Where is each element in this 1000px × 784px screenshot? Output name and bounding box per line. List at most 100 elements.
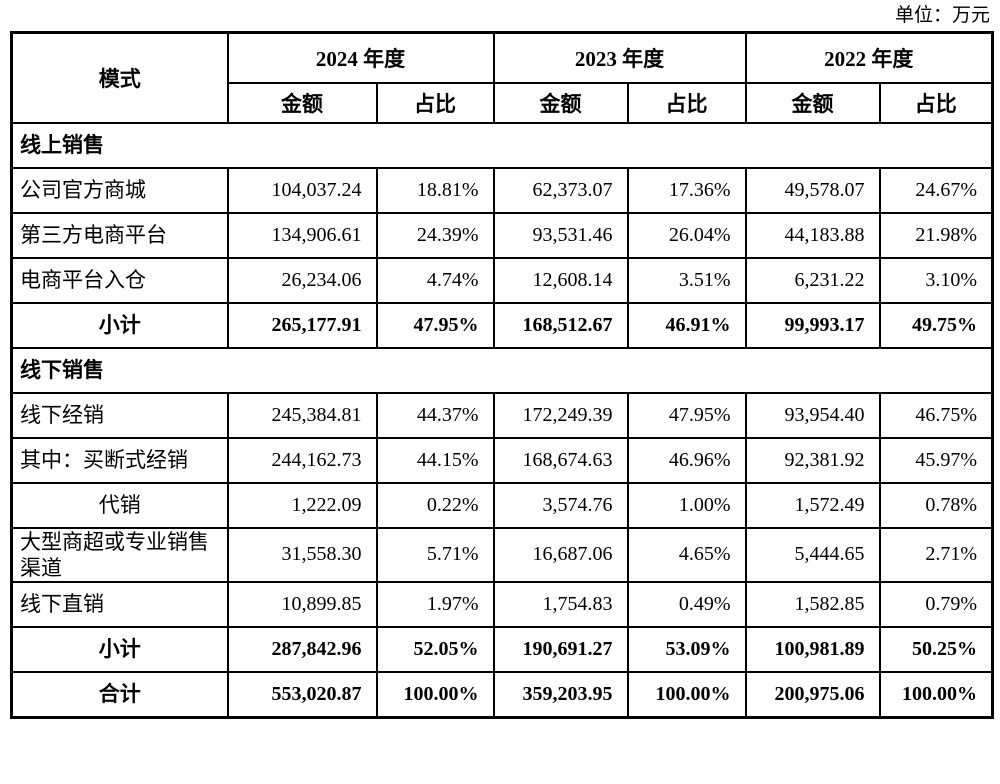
amount-cell: 134,906.61 (226, 211, 378, 259)
ratio-cell: 0.22% (375, 481, 495, 529)
amount-cell: 12,608.14 (492, 256, 629, 304)
ratio-cell: 5.71% (375, 526, 495, 583)
section-label: 线上销售 (10, 121, 994, 169)
ratio-cell: 2.71% (878, 526, 994, 583)
ratio-cell: 1.97% (375, 581, 495, 628)
amount-cell: 190,691.27 (492, 626, 629, 673)
ratio-cell: 46.96% (626, 436, 747, 484)
amount-cell: 265,177.91 (226, 301, 378, 349)
amount-cell: 44,183.88 (744, 211, 881, 259)
ratio-cell: 3.51% (626, 256, 747, 304)
row-label: 公司官方商城 (10, 166, 229, 214)
row-label: 代销 (10, 481, 229, 529)
table-row: 其中：买断式经销 244,162.73 44.15% 168,674.63 46.96%… (10, 436, 994, 484)
table-header: 模式 2024 年度 2023 年度 2022 年度 金额 占比 金额 占比 金… (10, 31, 994, 124)
amount-cell: 92,381.92 (744, 436, 881, 484)
column-header-year-2023: 2023 年度 (492, 31, 747, 84)
row-label: 合计 (10, 671, 229, 718)
table-row: 小计 287,842.96 52.05% 190,691.27 53.09% 100,98… (10, 626, 994, 673)
amount-cell: 100,981.89 (744, 626, 881, 673)
ratio-cell: 47.95% (375, 301, 495, 349)
ratio-cell: 45.97% (878, 436, 994, 484)
column-header-amount-2024: 金额 (226, 81, 378, 124)
table-row: 线下直销 10,899.85 1.97% 1,754.83 0.49% 1,582.85 0… (10, 581, 994, 628)
column-header-ratio-2024: 占比 (375, 81, 495, 124)
table-body: 线上销售 公司官方商城 104,037.24 18.81% 62,373.07 17.36… (10, 121, 994, 718)
ratio-cell: 0.78% (878, 481, 994, 529)
ratio-cell: 21.98% (878, 211, 994, 259)
ratio-cell: 1.00% (626, 481, 747, 529)
ratio-cell: 50.25% (878, 626, 994, 673)
ratio-cell: 24.67% (878, 166, 994, 214)
amount-cell: 245,384.81 (226, 391, 378, 439)
table-row: 公司官方商城 104,037.24 18.81% 62,373.07 17.36% 49,… (10, 166, 994, 214)
row-label: 线下直销 (10, 581, 229, 628)
amount-cell: 99,993.17 (744, 301, 881, 349)
table-row: 小计 265,177.91 47.95% 168,512.67 46.91% 99,993… (10, 301, 994, 349)
amount-cell: 287,842.96 (226, 626, 378, 673)
amount-cell: 168,512.67 (492, 301, 629, 349)
amount-cell: 200,975.06 (744, 671, 881, 718)
amount-cell: 1,222.09 (226, 481, 378, 529)
amount-cell: 1,572.49 (744, 481, 881, 529)
amount-cell: 5,444.65 (744, 526, 881, 583)
amount-cell: 26,234.06 (226, 256, 378, 304)
ratio-cell: 0.49% (626, 581, 747, 628)
section-row: 线下销售 (10, 346, 994, 394)
ratio-cell: 46.91% (626, 301, 747, 349)
amount-cell: 553,020.87 (226, 671, 378, 718)
ratio-cell: 24.39% (375, 211, 495, 259)
ratio-cell: 0.79% (878, 581, 994, 628)
amount-cell: 62,373.07 (492, 166, 629, 214)
section-label: 线下销售 (10, 346, 994, 394)
column-header-mode: 模式 (10, 31, 229, 124)
ratio-cell: 100.00% (375, 671, 495, 718)
table-row: 第三方电商平台 134,906.61 24.39% 93,531.46 26.04% 44… (10, 211, 994, 259)
amount-cell: 244,162.73 (226, 436, 378, 484)
section-row: 线上销售 (10, 121, 994, 169)
ratio-cell: 53.09% (626, 626, 747, 673)
ratio-cell: 100.00% (626, 671, 747, 718)
amount-cell: 3,574.76 (492, 481, 629, 529)
amount-cell: 168,674.63 (492, 436, 629, 484)
ratio-cell: 49.75% (878, 301, 994, 349)
amount-cell: 6,231.22 (744, 256, 881, 304)
row-label: 第三方电商平台 (10, 211, 229, 259)
table-row: 电商平台入仓 26,234.06 4.74% 12,608.14 3.51% 6,231.… (10, 256, 994, 304)
ratio-cell: 4.74% (375, 256, 495, 304)
amount-cell: 172,249.39 (492, 391, 629, 439)
row-label: 小计 (10, 626, 229, 673)
amount-cell: 93,531.46 (492, 211, 629, 259)
ratio-cell: 47.95% (626, 391, 747, 439)
ratio-cell: 26.04% (626, 211, 747, 259)
row-label: 线下经销 (10, 391, 229, 439)
ratio-cell: 4.65% (626, 526, 747, 583)
amount-cell: 1,582.85 (744, 581, 881, 628)
amount-cell: 31,558.30 (226, 526, 378, 583)
column-header-ratio-2022: 占比 (878, 81, 994, 124)
ratio-cell: 44.37% (375, 391, 495, 439)
column-header-ratio-2023: 占比 (626, 81, 747, 124)
table-row: 代销 1,222.09 0.22% 3,574.76 1.00% 1,572.49 0.78… (10, 481, 994, 529)
row-label: 小计 (10, 301, 229, 349)
table-row: 线下经销 245,384.81 44.37% 172,249.39 47.95% 93,9… (10, 391, 994, 439)
column-header-year-2024: 2024 年度 (226, 31, 495, 84)
ratio-cell: 18.81% (375, 166, 495, 214)
amount-cell: 49,578.07 (744, 166, 881, 214)
column-header-year-2022: 2022 年度 (744, 31, 994, 84)
ratio-cell: 100.00% (878, 671, 994, 718)
column-header-amount-2022: 金额 (744, 81, 881, 124)
amount-cell: 104,037.24 (226, 166, 378, 214)
unit-label: 单位：万元 (894, 5, 990, 26)
amount-cell: 359,203.95 (492, 671, 629, 718)
row-label: 大型商超或专业销售渠道 (10, 526, 229, 583)
amount-cell: 16,687.06 (492, 526, 629, 583)
table-row: 大型商超或专业销售渠道 31,558.30 5.71% 16,687.06 4.65% 5… (10, 526, 994, 583)
column-header-amount-2023: 金额 (492, 81, 629, 124)
ratio-cell: 44.15% (375, 436, 495, 484)
ratio-cell: 17.36% (626, 166, 747, 214)
header-sub-row: 金额 占比 金额 占比 金额 占比 (12, 81, 994, 124)
ratio-cell: 3.10% (878, 256, 994, 304)
row-label: 其中：买断式经销 (10, 436, 229, 484)
header-year-row: 模式 2024 年度 2023 年度 2022 年度 (10, 31, 994, 124)
